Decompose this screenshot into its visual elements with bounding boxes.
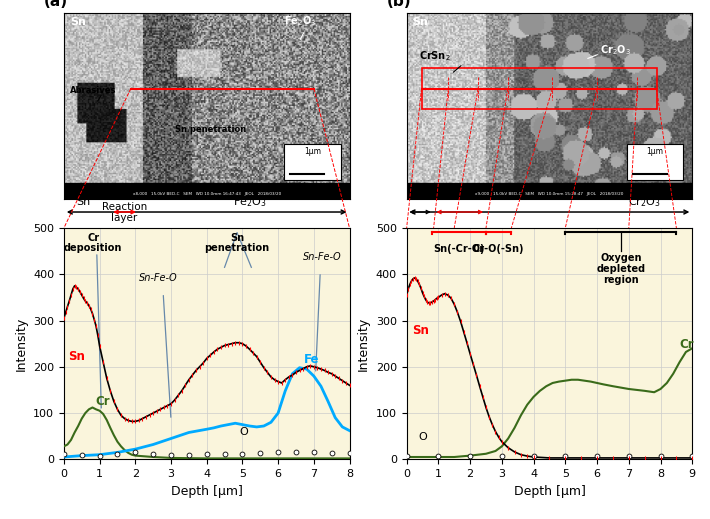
Text: Sn-Fe-O: Sn-Fe-O <box>139 273 178 283</box>
Bar <box>284 144 341 180</box>
Y-axis label: Intensity: Intensity <box>14 317 28 371</box>
Text: Fe$_2$O$_3$: Fe$_2$O$_3$ <box>284 15 316 29</box>
Text: Abrasives: Abrasives <box>70 86 116 95</box>
Text: Cr$_2$O$_3$: Cr$_2$O$_3$ <box>600 44 631 58</box>
Text: O: O <box>240 428 248 438</box>
Text: Sn(-Cr-O): Sn(-Cr-O) <box>433 244 485 254</box>
Text: Cr: Cr <box>679 338 694 351</box>
Y-axis label: Intensity: Intensity <box>357 317 370 371</box>
Text: x9,000   15.0kV BED-C   SEM   WD 10.0mm 15:28:47   JEOL   2018/03/20: x9,000 15.0kV BED-C SEM WD 10.0mm 15:28:… <box>475 192 623 196</box>
Text: Sn-Fe-O: Sn-Fe-O <box>303 252 342 263</box>
Text: Cr: Cr <box>95 395 110 408</box>
Text: Sn: Sn <box>77 197 91 207</box>
X-axis label: Depth [μm]: Depth [μm] <box>513 485 585 498</box>
Bar <box>422 68 657 109</box>
Text: x8,000   15.0kV BED-C   SEM   WD 10.0mm 16:47:43   JEOL   2018/03/20: x8,000 15.0kV BED-C SEM WD 10.0mm 16:47:… <box>133 192 281 196</box>
Text: 1μm: 1μm <box>304 147 321 156</box>
Text: Reaction
layer: Reaction layer <box>102 202 147 223</box>
Text: Cr$_2$O$_3$: Cr$_2$O$_3$ <box>628 195 661 209</box>
Text: Sn: Sn <box>413 324 430 337</box>
Bar <box>627 144 683 180</box>
Text: 1μm: 1μm <box>647 147 664 156</box>
Text: Fe$_2$O$_3$: Fe$_2$O$_3$ <box>233 195 266 209</box>
Text: O: O <box>418 432 427 442</box>
Text: Sn penetration: Sn penetration <box>175 125 246 134</box>
Text: Oxygen
depleted
region: Oxygen depleted region <box>596 253 645 285</box>
Text: Cr
deposition: Cr deposition <box>64 233 122 253</box>
Text: Cr-O(-Sn): Cr-O(-Sn) <box>473 244 525 254</box>
Text: (a): (a) <box>44 0 68 8</box>
X-axis label: Depth [μm]: Depth [μm] <box>171 485 243 498</box>
Text: (b): (b) <box>387 0 411 8</box>
Text: CrSn$_2$: CrSn$_2$ <box>418 49 450 63</box>
Text: Sn: Sn <box>70 17 86 26</box>
Text: Fe: Fe <box>304 353 320 366</box>
Text: Sn: Sn <box>413 17 428 26</box>
Text: Sn
penetration: Sn penetration <box>204 233 270 253</box>
Text: Sn: Sn <box>68 350 85 363</box>
